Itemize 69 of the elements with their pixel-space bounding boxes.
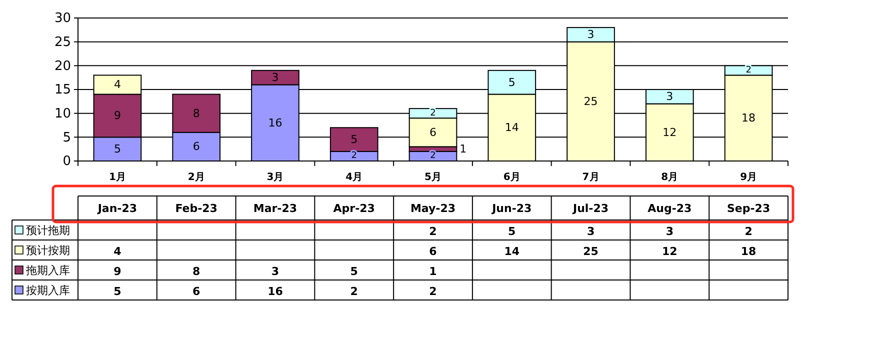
text: Feb-23 (175, 202, 218, 215)
y-tick-label: 5 (62, 130, 71, 146)
legend-label: 预计按期 (26, 244, 70, 257)
x-tick-label: 4月 (346, 172, 363, 184)
data-label: 9 (114, 265, 122, 278)
text: Jul-23 (572, 202, 609, 215)
data-label: 16 (268, 285, 284, 298)
x-tick-label: 8月 (661, 172, 678, 184)
data-label: 3 (586, 225, 595, 238)
data-label: 3 (666, 225, 674, 238)
data-label: 25 (583, 245, 598, 258)
data-label: 6 (192, 285, 201, 298)
data-label: 5 (350, 265, 358, 278)
data-label: 2 (350, 285, 358, 298)
text: Jan-23 (96, 202, 138, 215)
annotation: 25 (584, 94, 598, 108)
annotation: 6 (192, 140, 200, 154)
y-tick-label: 0 (62, 154, 71, 170)
x-tick-label: 3月 (266, 172, 284, 184)
x-tick-label: 6月 (503, 172, 520, 184)
text: Aug-23 (648, 202, 692, 215)
annotation: 14 (504, 121, 519, 134)
y-tick-label: 30 (54, 11, 71, 26)
annotation: 4 (114, 78, 121, 92)
text: Apr-23 (333, 202, 375, 215)
x-tick-label: 9月 (740, 172, 758, 184)
y-tick-label: 10 (54, 106, 71, 122)
text: Sep-23 (726, 202, 770, 215)
annotation: 2 (430, 108, 436, 118)
data-label: 2 (429, 225, 437, 238)
annotation: 3 (666, 90, 674, 104)
legend-label: 按期入库 (26, 284, 70, 297)
data-label: 5 (114, 285, 122, 298)
annotation: 3 (272, 71, 279, 84)
data-label: 14 (504, 245, 520, 258)
data-label: 1 (429, 265, 437, 278)
data-label: 12 (662, 245, 678, 258)
x-tick-label: 2月 (188, 172, 205, 184)
data-label: 3 (271, 265, 280, 278)
annotation: 6 (430, 126, 436, 139)
data-label: 6 (429, 245, 438, 258)
x-tick-label: 1月 (108, 172, 126, 184)
annotation: 5 (350, 133, 358, 146)
legend-label: 预计拖期 (26, 224, 70, 237)
text: May-23 (410, 202, 456, 215)
legend-label: 拖期入库 (25, 264, 70, 277)
y-tick-label: 25 (54, 34, 71, 50)
annotation: 12 (662, 126, 677, 139)
annotation: 5 (508, 76, 516, 89)
annotation: 3 (587, 28, 594, 42)
annotation: 16 (268, 116, 282, 130)
annotation: 5 (114, 142, 121, 156)
data-label: 2 (744, 225, 752, 238)
y-tick-label: 15 (54, 82, 71, 98)
x-tick-label: 5月 (424, 172, 442, 184)
data-label: 5 (508, 225, 516, 238)
data-label: 18 (740, 245, 756, 258)
text: Jun-23 (491, 202, 532, 215)
text: Mar-23 (253, 202, 298, 215)
data-label: 4 (114, 245, 122, 258)
annotation: 2 (746, 65, 752, 76)
annotation: 9 (114, 109, 121, 122)
annotation: 1 (460, 142, 467, 156)
annotation: 8 (192, 106, 200, 120)
annotation: 18 (742, 112, 756, 125)
x-tick-label: 7月 (582, 172, 600, 184)
y-tick-label: 20 (54, 58, 71, 74)
data-label: 2 (429, 285, 437, 298)
data-label: 8 (192, 265, 200, 278)
